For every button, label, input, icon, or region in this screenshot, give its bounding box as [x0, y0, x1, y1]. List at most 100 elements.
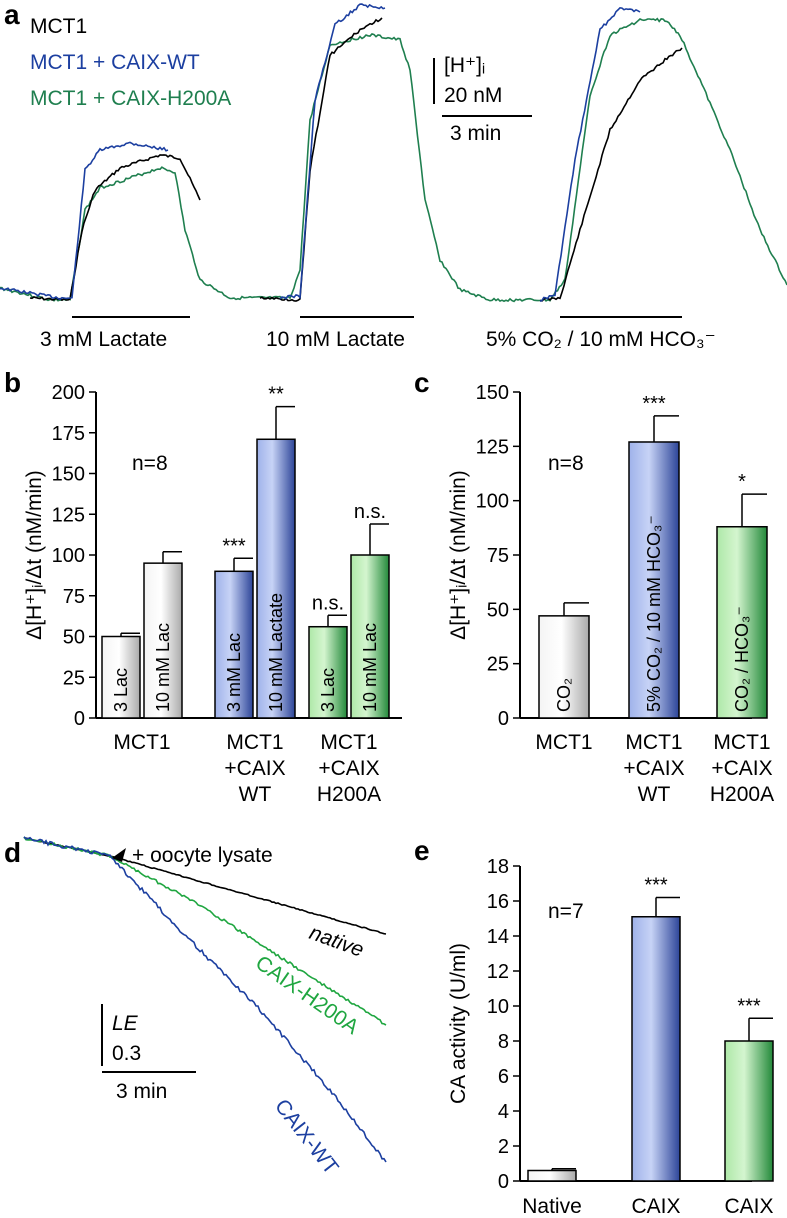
- bar-label-c: CO₂: [554, 678, 574, 712]
- y-axis-title-b: Δ[H⁺]ᵢ/Δt (nM/min): [23, 470, 46, 640]
- trace-a-mct1-2: [259, 17, 383, 302]
- significance-label-c: ***: [642, 393, 666, 415]
- category-label-e: Native: [522, 1195, 582, 1218]
- y-tick-label-b: 125: [52, 504, 85, 526]
- y-tick-label-e: 0: [498, 1171, 509, 1193]
- significance-label-e: ***: [644, 875, 668, 897]
- significance-label-e: ***: [737, 995, 761, 1017]
- chart-c: 0 25 50 75 100 125 150 Δ[H⁺]ᵢ/Δt (nM/min) n=8 CO₂…: [447, 382, 774, 806]
- category-label-b: MCT1: [113, 731, 170, 754]
- bar-label-b: 10 mM Lac: [360, 623, 380, 712]
- category-label-b: MCT1: [226, 731, 283, 754]
- scalebar-y-label-a: [H⁺]ᵢ: [444, 54, 485, 77]
- category-label-b: +CAIX: [318, 757, 379, 780]
- y-tick-label-c: 100: [476, 491, 509, 513]
- panel-letter-d: d: [4, 837, 21, 868]
- bar-e: [724, 1040, 774, 1182]
- bar-c: [538, 615, 590, 719]
- trace-d-wt: [23, 836, 387, 1163]
- significance-label-c: *: [738, 471, 746, 493]
- chart-e: 0 2 4 6 8 10 12 14 16 18 CA activity (U/ml) n=7 Nati…: [447, 856, 774, 1218]
- y-tick-label-b: 175: [52, 423, 85, 445]
- category-label-c: MCT1: [535, 731, 592, 754]
- legend-mct1: MCT1: [30, 15, 87, 38]
- bar-label-c: CO₂ / HCO₃⁻: [732, 606, 752, 712]
- significance-label-b: n.s.: [354, 501, 386, 523]
- n-label-e: n=7: [548, 900, 584, 923]
- trace-label-native: native: [306, 921, 367, 962]
- y-tick-label-c: 150: [476, 382, 509, 404]
- trace-a-wt-3: [539, 6, 641, 302]
- y-tick-label-b: 0: [74, 708, 85, 730]
- bar-label-b: 3 Lac: [318, 668, 338, 712]
- category-label-c: +CAIX: [711, 757, 772, 780]
- y-tick-label-c: 50: [487, 599, 509, 621]
- significance-label-b: **: [268, 384, 284, 406]
- y-tick-label-c: 0: [498, 708, 509, 730]
- y-tick-label-e: 8: [498, 1031, 509, 1053]
- y-tick-label-e: 12: [487, 961, 509, 983]
- application-label-1: 3 mM Lactate: [40, 328, 167, 351]
- y-tick-label-e: 4: [498, 1101, 509, 1123]
- trace-a-h200a: [0, 17, 787, 303]
- bar-label-b: 3 Lac: [111, 668, 131, 712]
- panel-letter-b: b: [4, 367, 21, 398]
- panel-letter-e: e: [414, 835, 430, 866]
- y-axis-title-e: CA activity (U/ml): [447, 943, 470, 1104]
- category-label-e: CAIX: [724, 1195, 773, 1218]
- bar-b: [350, 554, 390, 719]
- y-tick-label-e: 6: [498, 1066, 509, 1088]
- scalebar-y-label-d: LE: [112, 1012, 139, 1035]
- y-tick-label-c: 75: [487, 545, 509, 567]
- panel-letter-a: a: [4, 0, 20, 30]
- panel-letter-c: c: [414, 367, 430, 398]
- y-tick-label-b: 50: [63, 627, 85, 649]
- category-label-b: WT: [239, 783, 272, 806]
- category-label-c: H200A: [710, 783, 774, 806]
- bar-b: [143, 562, 183, 719]
- y-tick-label-b: 200: [52, 382, 85, 404]
- y-axis-title-c: Δ[H⁺]ᵢ/Δt (nM/min): [447, 470, 470, 640]
- bar-label-b: 3 mM Lac: [224, 633, 244, 712]
- trace-label-caix-h200a: CAIX-H200A: [251, 951, 363, 1039]
- y-tick-label-b: 25: [63, 667, 85, 689]
- significance-label-b: n.s.: [312, 592, 344, 614]
- category-label-c: WT: [638, 783, 671, 806]
- y-tick-label-b: 150: [52, 464, 85, 486]
- chart-b: 0 25 50 75 100 125 150 175 200 Δ[H⁺]ᵢ/Δt (nM/min)…: [23, 382, 402, 806]
- application-label-3: 5% CO₂ / 10 mM HCO₃⁻: [486, 328, 716, 351]
- category-label-c: MCT1: [625, 731, 682, 754]
- lysate-annotation: + oocyte lysate: [132, 844, 273, 867]
- legend-caix-wt: MCT1 + CAIX-WT: [30, 51, 200, 74]
- trace-a-mct1-3: [539, 47, 683, 302]
- trace-label-caix-wt: CAIX-WT: [270, 1095, 343, 1179]
- category-label-b: +CAIX: [224, 757, 285, 780]
- bar-c: [628, 441, 680, 719]
- application-label-2: 10 mM Lactate: [266, 328, 405, 351]
- y-tick-label-c: 125: [476, 436, 509, 458]
- significance-label-b: ***: [222, 535, 246, 557]
- y-tick-label-e: 14: [487, 926, 509, 948]
- legend-caix-h200a: MCT1 + CAIX-H200A: [30, 87, 231, 110]
- category-label-b: MCT1: [320, 731, 377, 754]
- bar-b: [214, 570, 254, 719]
- y-tick-label-e: 18: [487, 856, 509, 878]
- category-label-b: H200A: [317, 783, 381, 806]
- panel-d: d + oocyte lysate native CAIX-H200A CAIX…: [4, 836, 387, 1179]
- traces-a: [0, 3, 787, 303]
- y-tick-label-e: 16: [487, 891, 509, 913]
- y-tick-label-c: 25: [487, 654, 509, 676]
- bar-label-c: 5% CO₂ / 10 mM HCO₃⁻: [644, 515, 664, 712]
- panel-a: a MCT1 MCT1 + CAIX-WT MCT1 + CAIX-H200A …: [0, 0, 787, 351]
- bar-c: [716, 525, 768, 719]
- lysate-arrowhead-icon: [112, 848, 126, 862]
- scalebar-x-value-a: 3 min: [450, 122, 501, 145]
- bar-label-b: 10 mM Lactate: [266, 593, 286, 712]
- y-tick-label-e: 10: [487, 996, 509, 1018]
- y-tick-label-e: 2: [498, 1136, 509, 1158]
- bar-b: [308, 625, 348, 719]
- trace-a-mct1: [29, 154, 201, 302]
- traces-d: [23, 836, 387, 1163]
- bar-e: [527, 1169, 577, 1182]
